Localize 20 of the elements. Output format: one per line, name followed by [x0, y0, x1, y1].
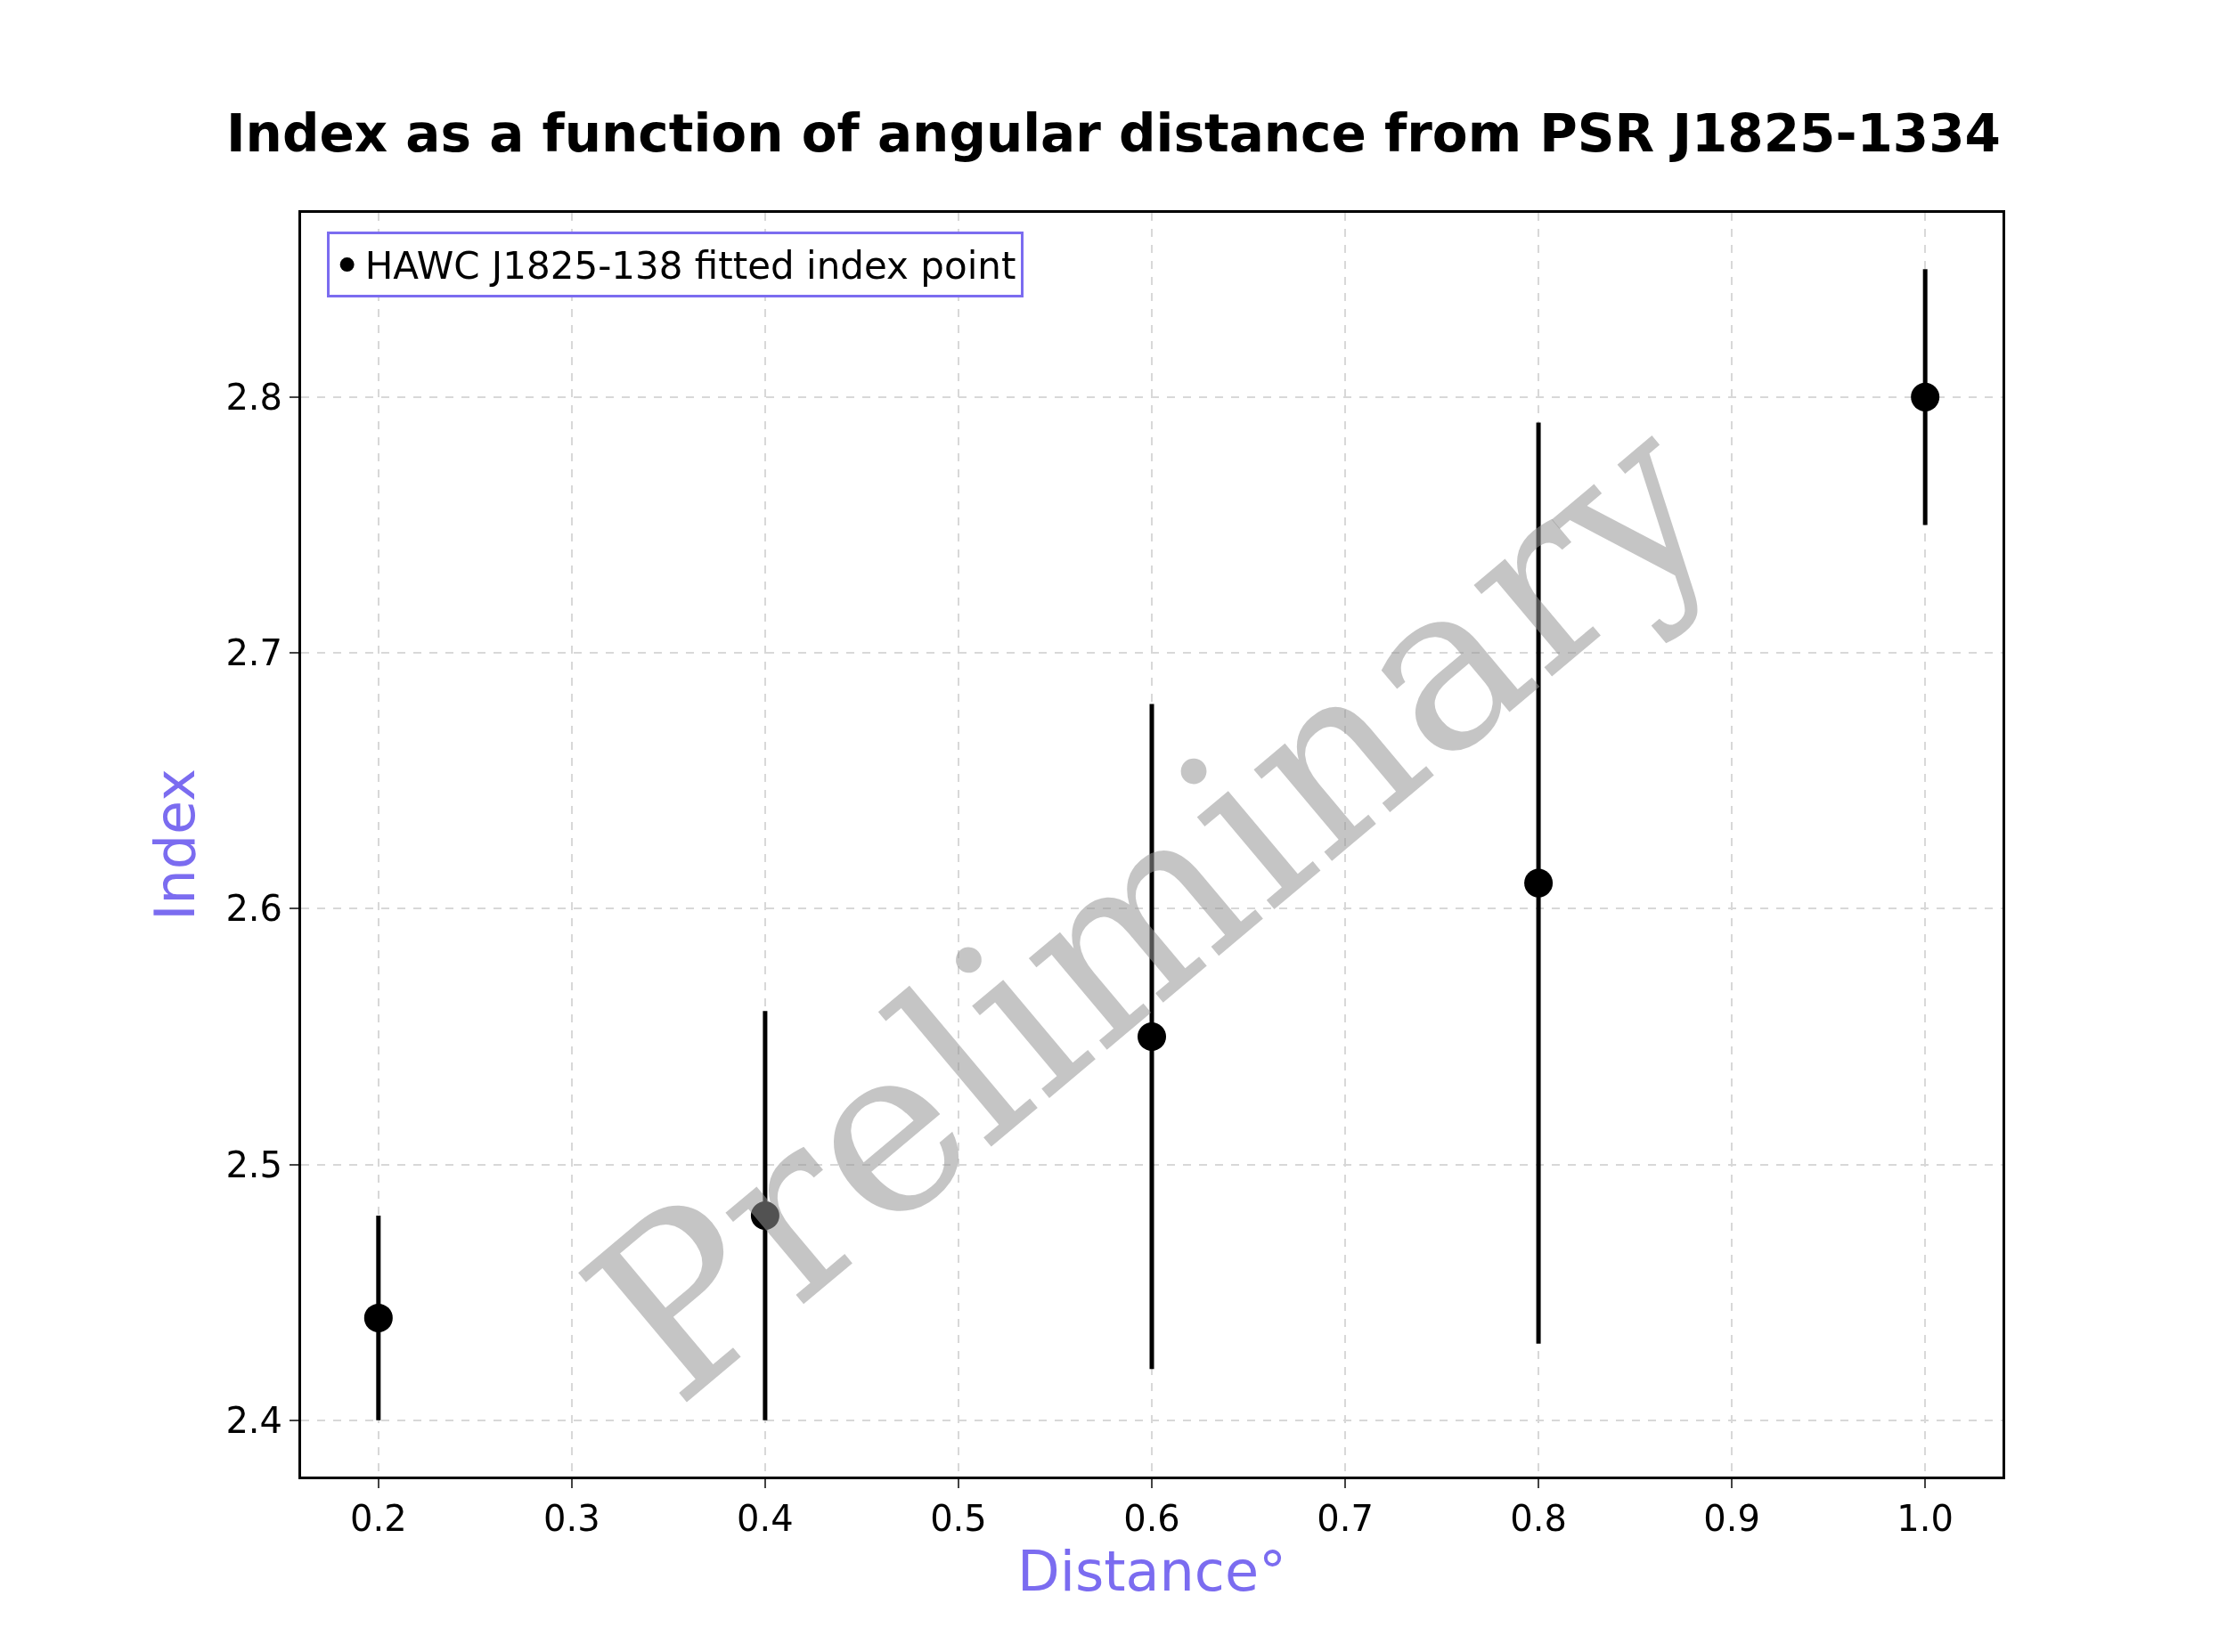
chart-title: Index as a function of angular distance from PSR J1825-1334	[226, 103, 2001, 165]
x-tick-label: 0.2	[350, 1498, 407, 1539]
y-tick-label: 2.8	[225, 376, 282, 418]
y-tick-label: 2.5	[225, 1143, 282, 1185]
x-tick-label: 0.9	[1703, 1498, 1760, 1539]
point	[1911, 382, 1940, 411]
x-tick-label: 1.0	[1897, 1498, 1954, 1539]
x-tick-label: 0.3	[543, 1498, 600, 1539]
y-tick-label: 2.6	[225, 888, 282, 930]
point	[363, 1303, 393, 1332]
x-tick-label: 0.5	[930, 1498, 987, 1539]
legend-label: HAWC J1825-138 fitted index point	[364, 244, 1016, 289]
y-tick-label: 2.7	[225, 632, 282, 674]
y-axis-title: Index	[143, 769, 208, 921]
x-axis-title: Distance°	[1016, 1539, 1287, 1604]
y-tick-label: 2.4	[225, 1399, 282, 1441]
x-tick-label: 0.7	[1317, 1498, 1374, 1539]
x-tick-label: 0.8	[1510, 1498, 1567, 1539]
x-tick-label: 0.4	[737, 1498, 794, 1539]
x-tick-label: 0.6	[1123, 1498, 1180, 1539]
